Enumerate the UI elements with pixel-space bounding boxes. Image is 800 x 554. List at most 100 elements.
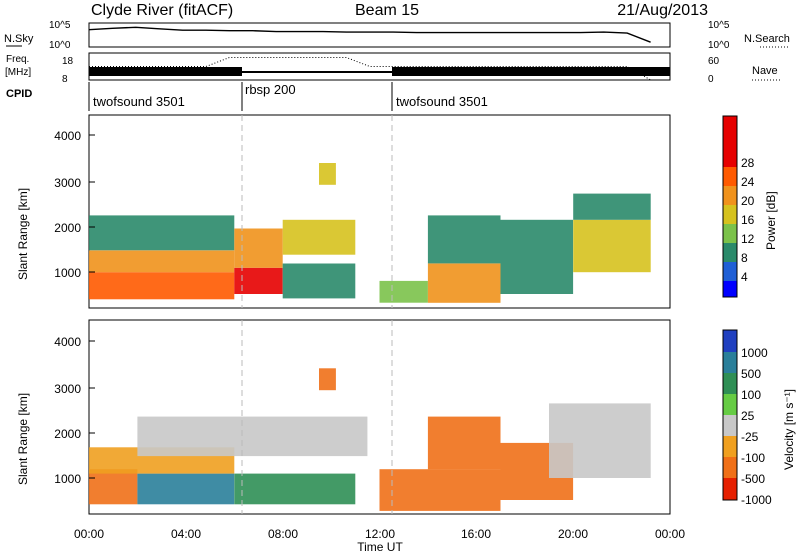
time-axis-label: Time UT (357, 540, 403, 554)
xtick-0800: 08:00 (268, 527, 298, 541)
velocity-cells-region-9 (549, 403, 651, 478)
velocity-ylabel: Slant Range [km] (16, 393, 30, 485)
xtick-1200: 12:00 (365, 527, 395, 541)
power-colorbar: 4 8 12 16 20 24 28 Power [dB] (722, 115, 778, 298)
power-cb-tick-24: 24 (741, 175, 755, 189)
velocity-cb-1 (723, 330, 737, 352)
velocity-cb-tick-neg25: -25 (741, 430, 759, 444)
power-cells-region-12 (573, 219, 651, 273)
xtick-2400: 00:00 (655, 527, 685, 541)
velocity-cells-region-7 (427, 416, 501, 470)
velocity-cb-tick-neg100: -100 (741, 451, 765, 465)
cpid-label: CPID (6, 88, 32, 100)
beam-title: Beam 15 (355, 2, 419, 19)
velocity-cb-tick-25: 25 (741, 409, 755, 423)
freq-axis-left-top: 18 (62, 56, 74, 67)
velocity-cb-4 (723, 394, 737, 415)
power-cells-region-6 (282, 219, 356, 255)
velocity-cb-6 (723, 436, 737, 457)
velocity-ytick-1000: 1000 (54, 472, 81, 486)
velocity-cells-region-6 (379, 469, 501, 511)
freq-label-line1: Freq. (6, 54, 29, 65)
noise-panel-frame (88, 22, 671, 48)
freq-axis-right-top: 60 (708, 56, 720, 67)
freq-bar-segment-1 (89, 67, 242, 76)
noise-axis-left-top: 10^5 (49, 20, 71, 31)
power-panel: Slant Range [km] 1000 2000 3000 4000 (16, 114, 671, 309)
velocity-yticks (89, 340, 95, 479)
velocity-cb-label: Velocity [m s⁻¹] (782, 389, 796, 470)
noise-axis-right-bottom: 10^0 (708, 40, 730, 51)
nsky-label: N.Sky (4, 33, 34, 45)
freq-axis-left-bottom: 8 (62, 74, 68, 85)
velocity-cb-tick-neg500: -500 (741, 472, 765, 486)
power-cb-tick-4: 4 (741, 270, 748, 284)
velocity-colorbar: 1000 500 100 25 -25 -100 -500 -1000 Velo… (722, 329, 796, 507)
power-cells-region-5 (282, 263, 356, 299)
xtick-0000: 00:00 (74, 527, 104, 541)
cpid-segment-1: twofsound 3501 (93, 94, 185, 109)
power-cb-5 (723, 205, 737, 224)
date-title: 21/Aug/2013 (617, 2, 708, 19)
velocity-cells-region-0 (89, 469, 138, 505)
velocity-cells-region-3 (137, 416, 368, 457)
power-cells-region-11 (500, 219, 574, 294)
velocity-cb-5 (723, 415, 737, 436)
freq-label-line2: [MHz] (5, 67, 31, 78)
velocity-cb-frame (722, 329, 738, 501)
velocity-cb-3 (723, 373, 737, 394)
station-title: Clyde River (fitACF) (91, 2, 233, 19)
freq-bar-segment-3 (392, 67, 670, 76)
power-cb-tick-8: 8 (741, 251, 748, 265)
xtick-2000: 20:00 (558, 527, 588, 541)
power-cb-tick-12: 12 (741, 232, 755, 246)
velocity-cb-8 (723, 478, 737, 500)
noise-axis-right-top: 10^5 (708, 20, 730, 31)
power-cb-frame (722, 115, 738, 298)
power-cells-region-7 (319, 163, 336, 185)
velocity-cb-2 (723, 352, 737, 373)
power-cells-region-13 (573, 193, 651, 220)
frequency-panel: Freq. [MHz] 18 8 60 0 Nave (5, 52, 780, 85)
power-cells-region-0 (89, 272, 235, 300)
power-cells-region-1 (89, 250, 235, 273)
nave-line (89, 57, 651, 81)
power-ytick-4000: 4000 (54, 129, 81, 143)
xtick-0400: 04:00 (171, 527, 201, 541)
time-axis: 00:00 04:00 08:00 12:00 16:00 20:00 00:0… (74, 527, 685, 554)
velocity-cb-7 (723, 457, 737, 478)
power-cb-7 (723, 167, 737, 186)
power-cb-tick-16: 16 (741, 213, 755, 227)
power-ylabel: Slant Range [km] (16, 188, 30, 280)
power-data-cells (89, 163, 651, 303)
freq-bar-segment-2 (242, 71, 392, 73)
cpid-strip: CPID twofsound 3501 rbsp 200 twofsound 3… (6, 82, 488, 111)
velocity-data-cells (89, 368, 651, 511)
velocity-cb-tick-500: 500 (741, 367, 761, 381)
power-yticks (89, 134, 95, 273)
velocity-cells-region-4 (234, 473, 356, 505)
power-ytick-1000: 1000 (54, 266, 81, 280)
power-cells-region-8 (379, 280, 428, 303)
velocity-ytick-4000: 4000 (54, 335, 81, 349)
velocity-cb-tick-neg1000: -1000 (741, 493, 772, 507)
xtick-1600: 16:00 (461, 527, 491, 541)
nave-label: Nave (752, 65, 778, 77)
velocity-ytick-2000: 2000 (54, 427, 81, 441)
velocity-ytick-3000: 3000 (54, 382, 81, 396)
velocity-cb-tick-100: 100 (741, 388, 761, 402)
cpid-segment-3: twofsound 3501 (396, 94, 488, 109)
power-cb-tick-28: 28 (741, 156, 755, 170)
freq-axis-right-bottom: 0 (708, 74, 714, 85)
power-ytick-3000: 3000 (54, 176, 81, 190)
noise-panel: N.Sky 10^5 10^0 10^5 10^0 N.Search (4, 20, 790, 51)
power-cb-3 (723, 243, 737, 262)
velocity-cb-tick-1000: 1000 (741, 346, 768, 360)
power-cb-8 (723, 116, 737, 167)
power-cb-2 (723, 262, 737, 281)
noise-axis-left-bottom: 10^0 (49, 40, 71, 51)
power-ytick-2000: 2000 (54, 221, 81, 235)
power-cells-region-2 (89, 215, 235, 251)
velocity-panel: Slant Range [km] 1000 2000 3000 4000 (16, 319, 671, 515)
